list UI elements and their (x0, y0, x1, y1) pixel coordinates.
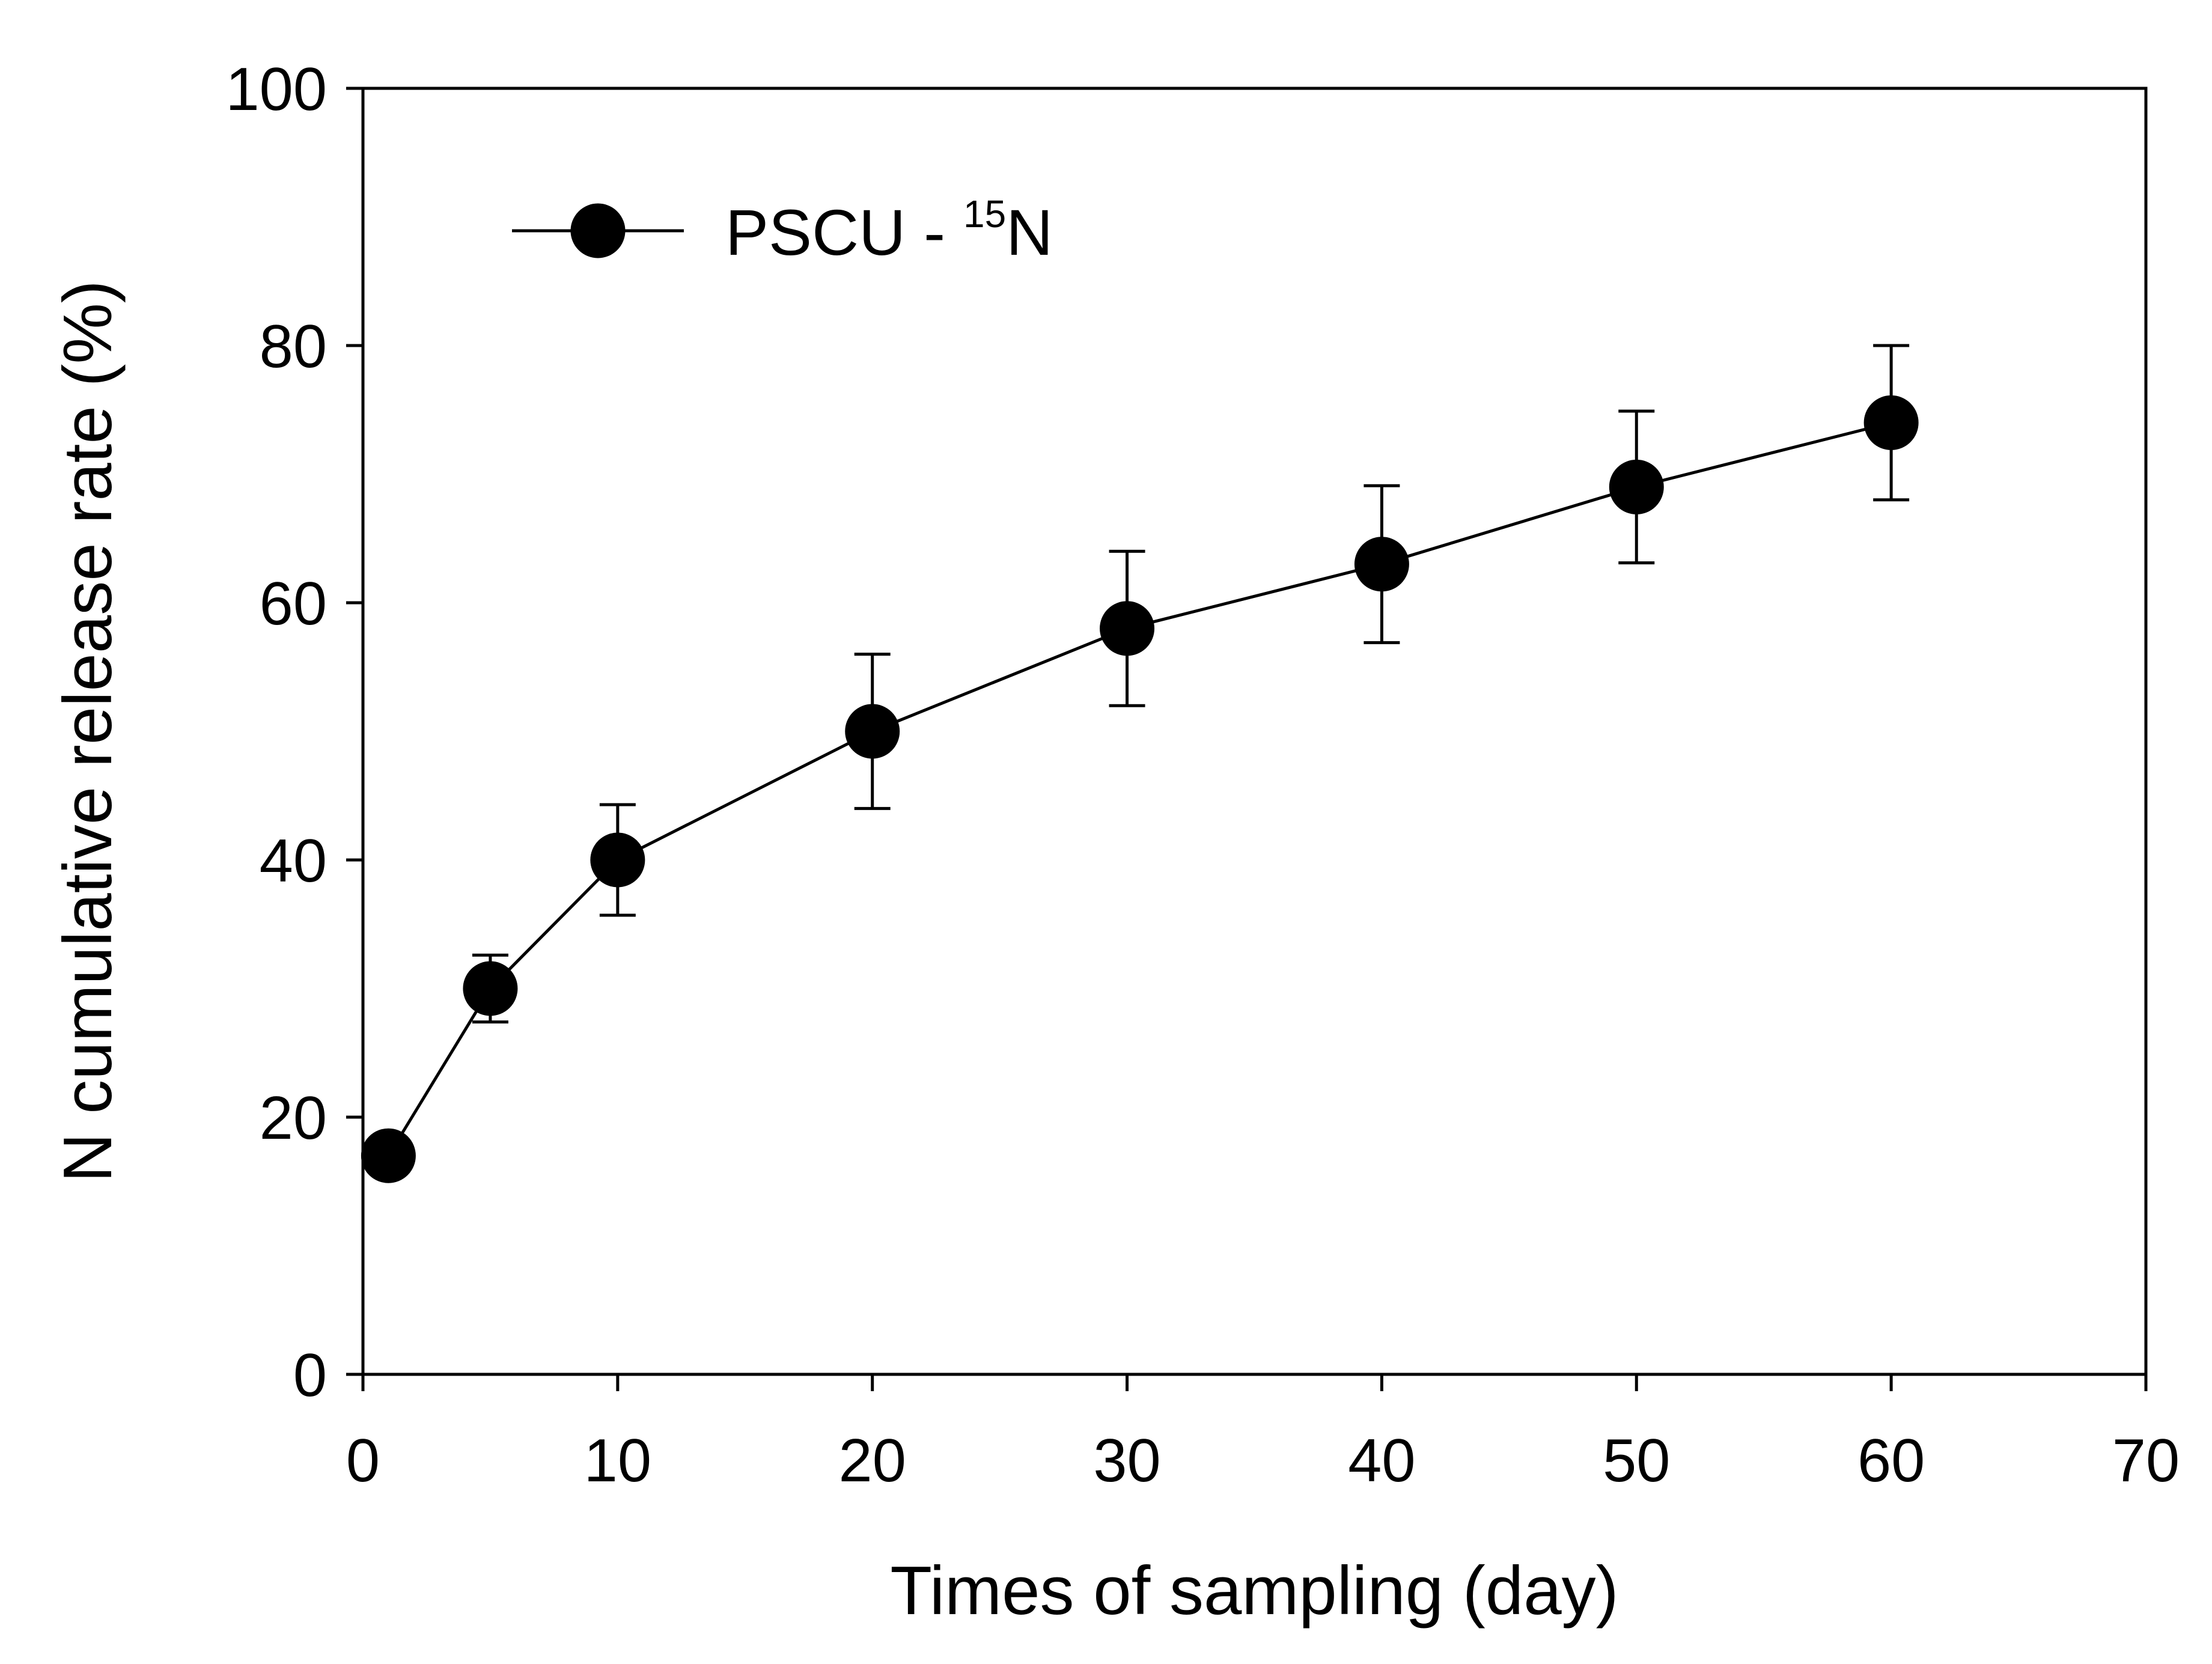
y-tick-label-100: 100 (225, 56, 327, 123)
x-tick-label-40: 40 (1348, 1427, 1415, 1495)
legend-label: PSCU - 15N (725, 192, 1053, 269)
x-axis-title: Times of sampling (day) (890, 1553, 1618, 1629)
y-tick-label-80: 80 (260, 313, 327, 380)
x-tick-label-50: 50 (1603, 1427, 1670, 1495)
plot-frame (361, 87, 2148, 1376)
data-point (845, 704, 900, 759)
legend-marker (570, 203, 626, 258)
x-tick-label-10: 10 (584, 1427, 651, 1495)
data-point (1863, 395, 1919, 450)
data-point (463, 961, 518, 1016)
legend-label-end: N (1006, 196, 1053, 269)
y-tick-label-40: 40 (260, 827, 327, 895)
data-point (1354, 537, 1409, 592)
x-tick-label-60: 60 (1857, 1427, 1925, 1495)
legend-label-main: PSCU - (725, 196, 963, 269)
y-tick-label-60: 60 (260, 570, 327, 638)
series-line (387, 421, 1892, 1157)
y-axis-title: N cumulative release rate (%) (50, 280, 126, 1183)
data-point (361, 1128, 416, 1183)
y-tick-label-20: 20 (260, 1085, 327, 1152)
x-tick-label-20: 20 (839, 1427, 906, 1495)
data-point (590, 832, 645, 888)
x-tick-label-70: 70 (2112, 1427, 2180, 1495)
x-tick-label-30: 30 (1093, 1427, 1160, 1495)
data-point (1100, 601, 1155, 656)
legend-label-superscript: 15 (963, 192, 1006, 236)
y-tick-label-0: 0 (293, 1342, 327, 1409)
data-point (1609, 459, 1664, 514)
x-tick-label-0: 0 (346, 1427, 380, 1495)
